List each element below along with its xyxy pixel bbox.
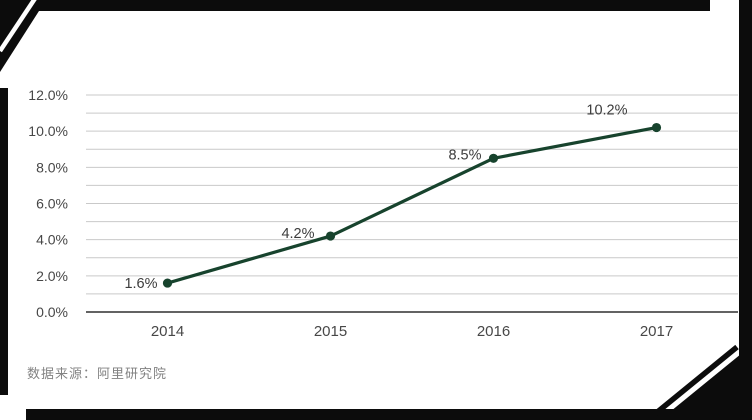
y-tick-label: 0.0%: [36, 304, 68, 320]
y-tick-label: 4.0%: [36, 232, 68, 248]
y-tick-label: 2.0%: [36, 268, 68, 284]
data-point-label: 10.2%: [586, 103, 627, 119]
y-tick-label: 8.0%: [36, 159, 68, 175]
x-tick-label: 2016: [477, 323, 510, 340]
data-point-marker: [325, 231, 336, 241]
data-point-marker: [488, 153, 499, 163]
data-point-label: 4.2%: [281, 226, 314, 242]
y-tick-label: 10.0%: [28, 123, 68, 139]
data-point-marker: [162, 278, 173, 288]
x-tick-label: 2017: [640, 323, 673, 340]
data-point-marker: [651, 122, 662, 133]
x-tick-label: 2014: [151, 323, 184, 340]
data-point-label: 8.5%: [448, 147, 481, 163]
data-point-label: 1.6%: [124, 276, 157, 292]
x-tick-label: 2015: [314, 323, 347, 340]
y-tick-label: 6.0%: [36, 196, 68, 212]
source-note: 数据来源：阿里研究院: [27, 366, 168, 381]
y-tick-label: 12.0%: [28, 87, 68, 103]
series-line: [165, 125, 659, 285]
